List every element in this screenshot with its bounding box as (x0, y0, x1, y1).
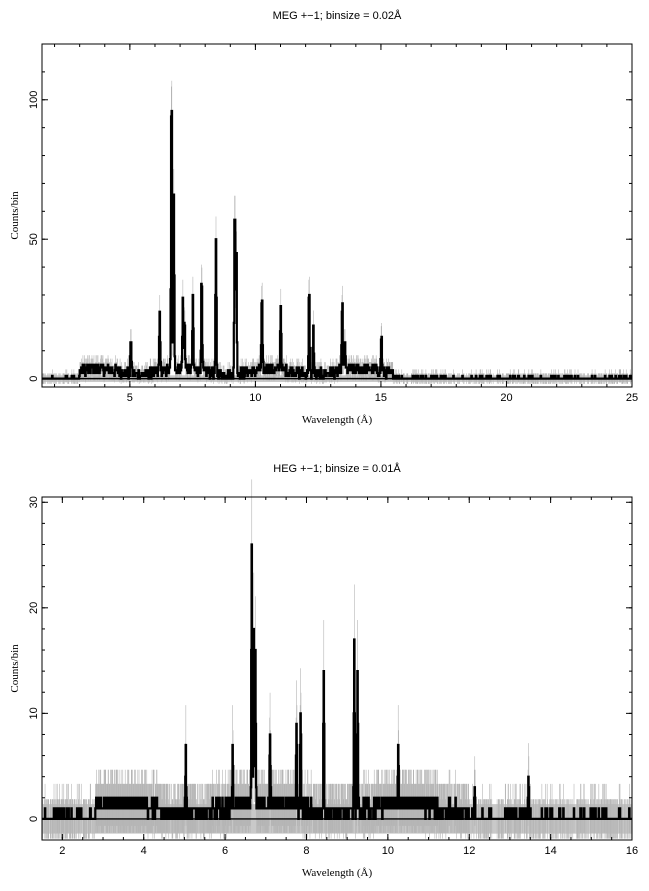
x-tick-label: 25 (626, 392, 638, 404)
x-tick-label: 10 (382, 845, 394, 857)
error-bars (41, 80, 632, 384)
error-bars (42, 479, 633, 839)
y-axis-label: Counts/bin (9, 644, 21, 693)
x-tick-label: 6 (222, 845, 228, 857)
y-tick-label: 0 (28, 376, 40, 382)
y-ticks (42, 43, 632, 380)
y-ticks (42, 501, 632, 841)
y-tick-label: 20 (28, 602, 40, 614)
y-tick-label: 10 (28, 707, 40, 719)
y-tick-label: 30 (28, 496, 40, 508)
spectrum-line (42, 543, 633, 820)
chart-panel-1: MEG +−1; binsize = 0.02Å 5 10 15 20 25 0 50 100 W… (9, 9, 638, 426)
spectrum-line (42, 109, 633, 380)
x-tick-label: 15 (375, 392, 387, 404)
x-tick-label: 8 (303, 845, 309, 857)
chart-title: HEG +−1; binsize = 0.01Å (273, 462, 401, 475)
x-tick-label: 12 (463, 845, 475, 857)
x-ticks (41, 497, 633, 840)
x-tick-label: 14 (544, 845, 556, 857)
x-tick-label: 10 (249, 392, 261, 404)
y-axis-label: Counts/bin (9, 191, 21, 240)
plot-frame (41, 43, 633, 388)
chart-panel-2: HEG +−1; binsize = 0.01Å 2 4 6 8 10 12 14 16 0 10 2… (9, 462, 638, 879)
x-tick-label: 2 (59, 845, 65, 857)
y-tick-label: 0 (28, 816, 40, 822)
x-tick-label: 5 (127, 392, 133, 404)
chart-title: MEG +−1; binsize = 0.02Å (273, 9, 402, 22)
x-axis-label: Wavelength (Å) (302, 867, 373, 879)
x-tick-label: 20 (500, 392, 512, 404)
y-tick-label: 50 (28, 233, 40, 245)
x-tick-label: 4 (141, 845, 147, 857)
plot-frame (41, 496, 633, 841)
x-ticks (54, 44, 633, 387)
y-tick-label: 100 (28, 91, 40, 109)
x-tick-label: 16 (626, 845, 638, 857)
x-axis-label: Wavelength (Å) (302, 414, 373, 426)
